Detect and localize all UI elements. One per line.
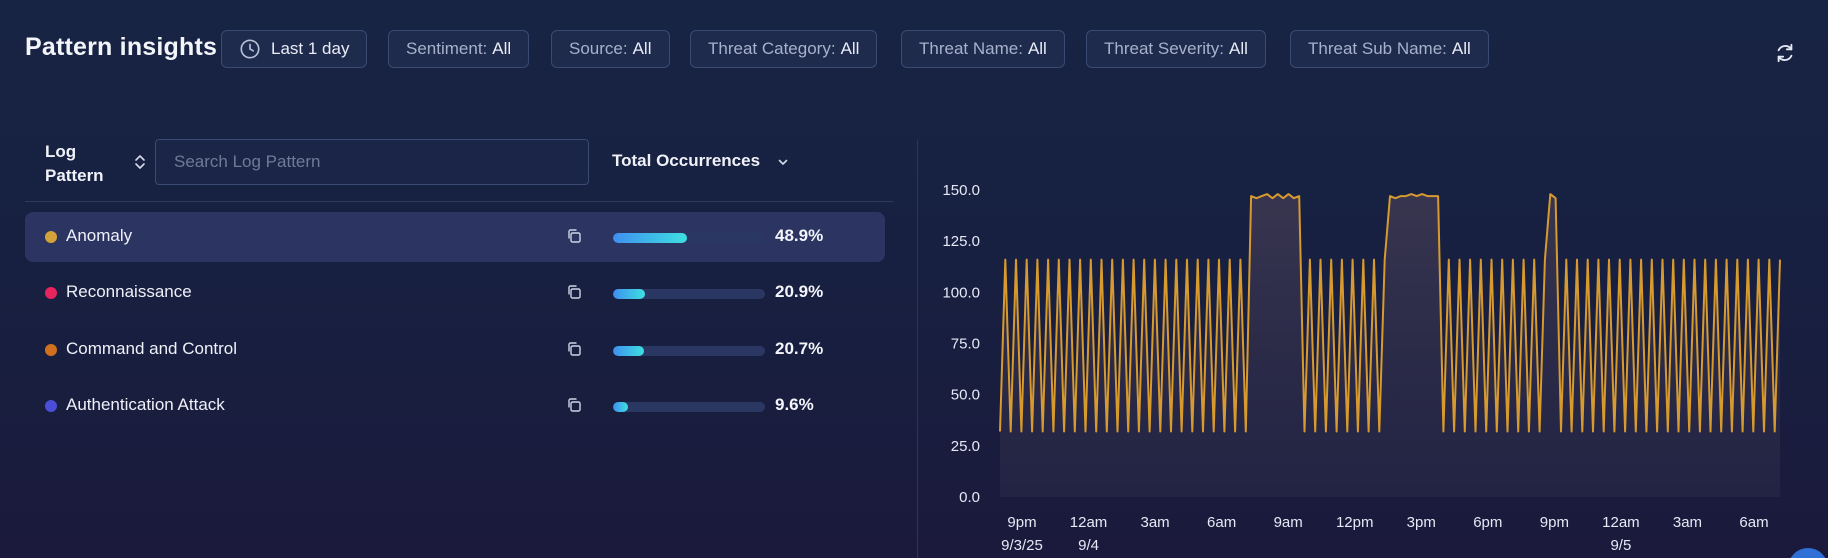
time-range-label: Last 1 day bbox=[271, 39, 350, 58]
occurrence-bar-fill bbox=[613, 402, 628, 412]
chevron-down-icon[interactable] bbox=[777, 156, 789, 168]
log-pattern-column-header: Log Pattern bbox=[45, 142, 104, 185]
category-color-dot bbox=[45, 344, 57, 356]
table-row[interactable]: Reconnaissance 20.9% bbox=[25, 268, 885, 318]
x-tick-label: 6pm bbox=[1473, 514, 1502, 531]
x-tick-sublabel: 9/3/25 bbox=[1001, 537, 1043, 554]
y-tick-label: 150.0 bbox=[942, 182, 980, 199]
table-header: Log Pattern Total Occurrences bbox=[25, 138, 893, 202]
table-row[interactable]: Anomaly 48.9% bbox=[25, 212, 885, 262]
table-row[interactable]: Command and Control 20.7% bbox=[25, 325, 885, 375]
threat-sub-name-filter[interactable]: Threat Sub Name: All bbox=[1290, 30, 1489, 68]
occurrence-percent: 48.9% bbox=[775, 226, 824, 245]
chart-svg: 0.0 25.0 50.0 75.0 100.0 125.0 150.0 9pm 9/3/25 1… bbox=[942, 182, 1781, 554]
row-label: Reconnaissance bbox=[66, 282, 192, 301]
refresh-icon[interactable] bbox=[1774, 42, 1796, 64]
filter-label: Threat Sub Name: bbox=[1308, 39, 1447, 58]
header: Pattern insights Last 1 day Sentiment: A… bbox=[0, 0, 1828, 98]
occurrence-bar-fill bbox=[613, 233, 688, 243]
threat-category-filter[interactable]: Threat Category: All bbox=[690, 30, 878, 68]
sentiment-filter[interactable]: Sentiment: All bbox=[388, 30, 530, 68]
x-tick-label: 6am bbox=[1207, 514, 1236, 531]
y-tick-label: 75.0 bbox=[951, 336, 980, 353]
total-occurrences-header[interactable]: Total Occurrences bbox=[612, 151, 761, 170]
source-filter[interactable]: Source: All bbox=[551, 30, 670, 68]
x-tick-label: 6am bbox=[1739, 514, 1768, 531]
x-tick-sublabel: 9/4 bbox=[1078, 537, 1099, 554]
panel-divider bbox=[917, 140, 918, 558]
category-color-dot bbox=[45, 287, 57, 299]
filter-value: All bbox=[632, 39, 652, 58]
sort-icon[interactable] bbox=[133, 152, 147, 172]
row-label: Command and Control bbox=[66, 339, 238, 358]
threat-name-filter[interactable]: Threat Name: All bbox=[901, 30, 1065, 68]
category-color-dot bbox=[45, 231, 57, 243]
filter-label: Threat Name: bbox=[919, 39, 1023, 58]
occurrence-percent: 9.6% bbox=[775, 395, 814, 414]
occurrence-percent: 20.9% bbox=[775, 282, 824, 301]
table-row[interactable]: Authentication Attack 9.6% bbox=[25, 381, 885, 431]
filter-label: Threat Category: bbox=[708, 39, 836, 58]
category-color-dot bbox=[45, 400, 57, 412]
copy-icon[interactable] bbox=[566, 228, 582, 244]
occurrence-bar bbox=[613, 402, 765, 412]
chat-launcher-button[interactable] bbox=[1788, 548, 1828, 558]
x-tick-label: 9am bbox=[1274, 514, 1303, 531]
copy-icon[interactable] bbox=[566, 397, 582, 413]
occurrence-line-chart: 0.0 25.0 50.0 75.0 100.0 125.0 150.0 9pm 9/3/25 1… bbox=[930, 160, 1800, 558]
filter-label: Source: bbox=[569, 39, 628, 58]
filter-value: All bbox=[1229, 39, 1248, 58]
x-tick-label: 3am bbox=[1673, 514, 1702, 531]
search-log-pattern-input[interactable] bbox=[155, 139, 589, 185]
occurrence-bar bbox=[613, 289, 765, 299]
x-tick-label: 12am bbox=[1070, 514, 1108, 531]
row-label: Authentication Attack bbox=[66, 395, 225, 414]
filter-value: All bbox=[840, 39, 860, 58]
copy-icon[interactable] bbox=[566, 284, 582, 300]
occurrence-bar bbox=[613, 233, 765, 243]
filter-value: All bbox=[492, 39, 512, 58]
series-line bbox=[999, 193, 1781, 433]
occurrence-bar-fill bbox=[613, 289, 645, 299]
occurrence-bar-fill bbox=[613, 346, 645, 356]
clock-icon bbox=[240, 39, 260, 59]
x-tick-label: 12am bbox=[1602, 514, 1640, 531]
threat-severity-filter[interactable]: Threat Severity: All bbox=[1086, 30, 1266, 68]
y-tick-label: 0.0 bbox=[959, 489, 980, 506]
occurrence-bar bbox=[613, 346, 765, 356]
y-tick-label: 100.0 bbox=[942, 284, 980, 301]
time-range-button[interactable]: Last 1 day bbox=[221, 30, 368, 68]
filter-label: Sentiment: bbox=[406, 39, 488, 58]
x-tick-label: 12pm bbox=[1336, 514, 1374, 531]
x-tick-label: 3pm bbox=[1407, 514, 1436, 531]
filter-label: Threat Severity: bbox=[1104, 39, 1224, 58]
filter-value: All bbox=[1027, 39, 1047, 58]
copy-icon[interactable] bbox=[566, 341, 582, 357]
y-tick-label: 50.0 bbox=[951, 387, 980, 404]
x-tick-sublabel: 9/5 bbox=[1610, 537, 1631, 554]
row-label: Anomaly bbox=[66, 226, 133, 245]
x-tick-label: 9pm bbox=[1007, 514, 1036, 531]
occurrence-percent: 20.7% bbox=[775, 339, 824, 358]
y-tick-label: 125.0 bbox=[942, 233, 980, 250]
x-tick-label: 3am bbox=[1140, 514, 1169, 531]
y-tick-label: 25.0 bbox=[951, 438, 980, 455]
filter-value: All bbox=[1451, 39, 1471, 58]
page-title: Pattern insights bbox=[25, 33, 218, 61]
x-tick-label: 9pm bbox=[1540, 514, 1569, 531]
series-area bbox=[1000, 194, 1780, 497]
